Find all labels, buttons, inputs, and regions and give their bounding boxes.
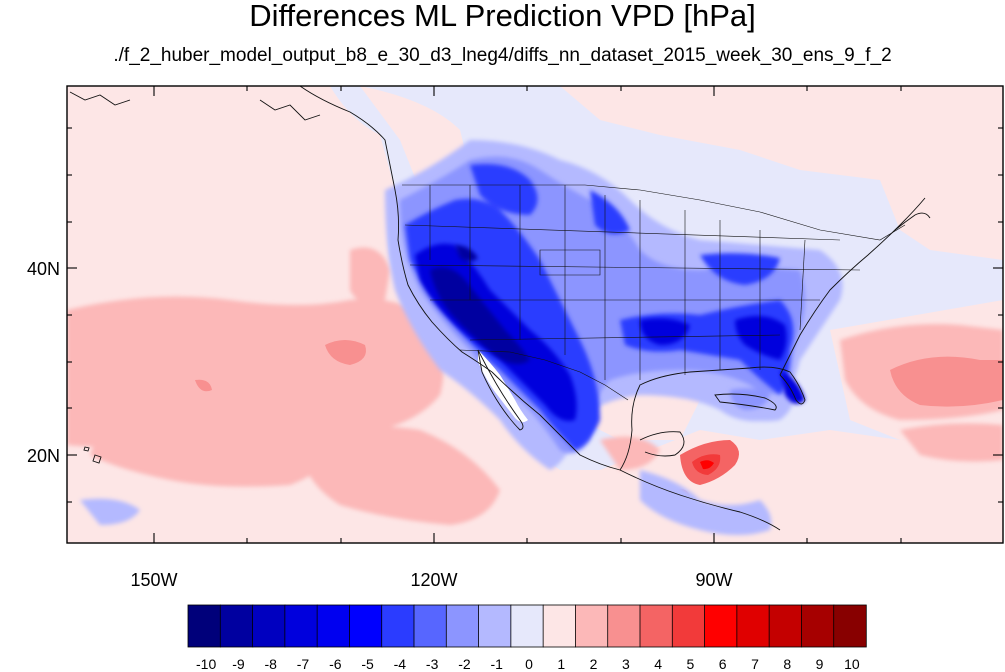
colorbar-tick-label: -4 — [394, 656, 407, 672]
colorbar-tick-label: 1 — [557, 656, 565, 672]
colorbar-swatch — [187, 604, 221, 648]
colorbar-swatch — [575, 604, 609, 648]
colorbar: -10 -9 -8 -7 -6 -5 -4 -3 -2 -1 0 1 2 3 4 5 6 7 8 9 10 — [187, 604, 867, 672]
colorbar-tick-label: 2 — [590, 656, 598, 672]
colorbar-tick-label: 10 — [844, 656, 860, 672]
colorbar-swatch — [736, 604, 770, 648]
colorbar-tick-label: -2 — [458, 656, 471, 672]
negative-diff-extreme — [430, 245, 530, 364]
colorbar-swatch — [413, 604, 447, 648]
coastlines — [69, 86, 931, 531]
lon-label-120w: 120W — [410, 570, 457, 590]
colorbar-swatch — [704, 604, 738, 648]
colorbar-tick-label: 6 — [719, 656, 727, 672]
colorbar-tick-label: 3 — [622, 656, 630, 672]
colorbar-swatch — [478, 604, 512, 648]
colorbar-tick-label: 8 — [783, 656, 791, 672]
colorbar-swatch — [801, 604, 835, 648]
colorbar-tick-label: 7 — [751, 656, 759, 672]
colorbar-tick-label: -9 — [232, 656, 245, 672]
lon-label-150w: 150W — [130, 570, 177, 590]
colorbar-tick-label: -7 — [297, 656, 310, 672]
colorbar-swatch — [381, 604, 415, 648]
colorbar-swatch — [284, 604, 318, 648]
vpd-difference-field — [67, 86, 1003, 543]
colorbar-swatch — [607, 604, 641, 648]
colorbar-tick-label: -1 — [490, 656, 503, 672]
colorbar-tick-label: -3 — [426, 656, 439, 672]
colorbar-swatch — [510, 604, 544, 648]
colorbar-swatch — [833, 604, 867, 648]
colorbar-tick-label: -10 — [196, 656, 216, 672]
colorbar-swatch — [445, 604, 480, 648]
colorbar-tick-label: 0 — [525, 656, 533, 672]
colorbar-tick-label: -5 — [361, 656, 374, 672]
colorbar-tick-label: -8 — [264, 656, 277, 672]
colorbar-swatch — [316, 604, 351, 648]
colorbar-swatch — [252, 604, 286, 648]
colorbar-tick-label: -6 — [329, 656, 342, 672]
gulf-of-california — [478, 350, 528, 423]
colorbar-swatch — [349, 604, 383, 648]
caribbean-hotspot — [680, 440, 739, 485]
colorbar-swatch — [671, 604, 706, 648]
colorbar-tick-label: 5 — [687, 656, 695, 672]
colorbar-swatch — [219, 604, 254, 648]
state-borders — [402, 184, 906, 401]
colorbar-swatch — [542, 604, 577, 648]
colorbar-swatch — [768, 604, 803, 648]
map-subtitle: ./f_2_huber_model_output_b8_e_30_d3_lneg… — [113, 45, 892, 66]
lat-label-20n: 20N — [27, 446, 60, 466]
colorbar-tick-label: 4 — [654, 656, 662, 672]
colorbar-tick-label: 9 — [816, 656, 824, 672]
lat-label-40n: 40N — [27, 259, 60, 279]
tick-marks — [67, 86, 1003, 543]
lon-label-90w: 90W — [695, 570, 732, 590]
map-title: Differences ML Prediction VPD [hPa] — [249, 0, 756, 33]
colorbar-swatch — [639, 604, 673, 648]
